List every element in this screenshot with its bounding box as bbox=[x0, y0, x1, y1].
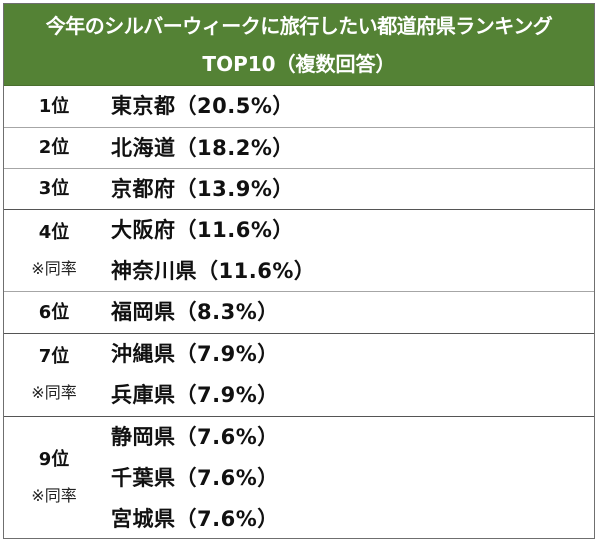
tie-note: ※同率 bbox=[31, 258, 77, 278]
items-cell: 沖縄県（7.9%） 兵庫県（7.9%） bbox=[104, 334, 594, 416]
items-cell: 福岡県（8.3%） bbox=[104, 292, 594, 333]
rank-group-7: 7位 ※同率 沖縄県（7.9%） 兵庫県（7.9%） bbox=[4, 334, 594, 417]
rank-group-4: 4位 ※同率 大阪府（11.6%） 神奈川県（11.6%） bbox=[4, 210, 594, 292]
items-cell: 北海道（18.2%） bbox=[104, 128, 594, 168]
list-item: 大阪府（11.6%） bbox=[111, 217, 294, 242]
list-item: 東京都（20.5%） bbox=[111, 94, 294, 118]
list-item: 宮城県（7.6%） bbox=[111, 506, 279, 531]
list-item: 千葉県（7.6%） bbox=[111, 465, 279, 490]
list-item: 北海道（18.2%） bbox=[111, 135, 294, 160]
rank-label: 6位 bbox=[38, 301, 70, 323]
list-item: 兵庫県（7.9%） bbox=[111, 383, 279, 407]
list-item: 福岡県（8.3%） bbox=[111, 300, 279, 324]
tie-note: ※同率 bbox=[31, 486, 77, 505]
rank-cell: 9位 ※同率 bbox=[4, 417, 104, 539]
items-cell: 静岡県（7.6%） 千葉県（7.6%） 宮城県（7.6%） bbox=[104, 417, 594, 539]
rank-group-1: 1位 東京都（20.5%） bbox=[4, 86, 594, 128]
rank-label: 1位 bbox=[38, 95, 70, 117]
rank-cell: 6位 bbox=[4, 292, 104, 333]
rank-cell: 7位 ※同率 bbox=[4, 334, 104, 416]
title-line-2: TOP10（複数回答） bbox=[202, 51, 396, 76]
rank-group-2: 2位 北海道（18.2%） bbox=[4, 128, 594, 169]
tie-note: ※同率 bbox=[31, 383, 77, 402]
list-item: 神奈川県（11.6%） bbox=[111, 258, 316, 283]
rank-cell: 1位 bbox=[4, 86, 104, 127]
list-item: 静岡県（7.6%） bbox=[111, 424, 279, 449]
rank-cell: 3位 bbox=[4, 169, 104, 209]
items-cell: 大阪府（11.6%） 神奈川県（11.6%） bbox=[104, 210, 594, 291]
items-cell: 東京都（20.5%） bbox=[104, 86, 594, 127]
rank-cell: 4位 ※同率 bbox=[4, 210, 104, 291]
rank-cell: 2位 bbox=[4, 128, 104, 168]
items-cell: 京都府（13.9%） bbox=[104, 169, 594, 209]
rank-label: 9位 bbox=[38, 449, 70, 470]
table-header: 今年のシルバーウィークに旅行したい都道府県ランキング TOP10（複数回答） bbox=[4, 4, 594, 86]
list-item: 京都府（13.9%） bbox=[111, 176, 294, 201]
rank-label: 2位 bbox=[38, 137, 70, 158]
rank-label: 4位 bbox=[38, 221, 70, 243]
rank-label: 7位 bbox=[38, 346, 70, 367]
ranking-table: 今年のシルバーウィークに旅行したい都道府県ランキング TOP10（複数回答） 1… bbox=[3, 3, 595, 539]
rank-group-6: 6位 福岡県（8.3%） bbox=[4, 292, 594, 334]
title-line-1: 今年のシルバーウィークに旅行したい都道府県ランキング bbox=[45, 13, 553, 38]
rank-label: 3位 bbox=[38, 178, 70, 199]
list-item: 沖縄県（7.9%） bbox=[111, 342, 279, 366]
rank-group-3: 3位 京都府（13.9%） bbox=[4, 169, 594, 210]
rank-group-9: 9位 ※同率 静岡県（7.6%） 千葉県（7.6%） 宮城県（7.6%） bbox=[4, 417, 594, 539]
